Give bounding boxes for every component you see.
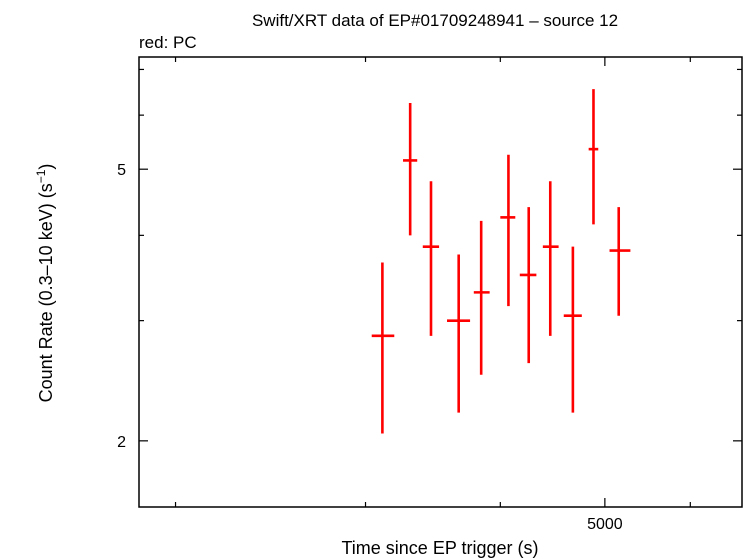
x-axis-label: Time since EP trigger (s) — [341, 538, 538, 558]
data-point — [500, 154, 516, 307]
data-point — [473, 220, 490, 375]
data-point — [563, 246, 582, 413]
data-point — [542, 181, 559, 336]
x-axis-ticks — [174, 57, 691, 507]
data-point — [447, 254, 471, 413]
data-point — [519, 207, 537, 364]
x-axis-tick-labels: 5000 — [587, 516, 623, 533]
data-point — [588, 89, 599, 225]
plot-frame — [138, 56, 743, 508]
y-axis-ticks — [139, 68, 742, 442]
y-axis-label: Count Rate (0.3–10 keV) (s−1) — [34, 164, 56, 403]
x-tick-label: 5000 — [587, 516, 623, 533]
data-point — [609, 207, 631, 316]
data-point — [371, 262, 395, 434]
chart-title: Swift/XRT data of EP#01709248941 – sourc… — [252, 11, 618, 30]
y-axis-label-main: Count Rate (0.3–10 keV) (s — [36, 183, 56, 402]
y-axis-label-superscript: −1 — [34, 169, 48, 183]
data-point — [403, 103, 418, 236]
data-point — [422, 181, 440, 336]
y-axis-label-end: ) — [36, 164, 56, 170]
y-axis-tick-labels: 25 — [117, 162, 126, 451]
data-points — [371, 89, 631, 434]
y-tick-label: 2 — [117, 434, 126, 451]
y-tick-label: 5 — [117, 162, 126, 179]
chart-subtitle: red: PC — [139, 33, 197, 52]
